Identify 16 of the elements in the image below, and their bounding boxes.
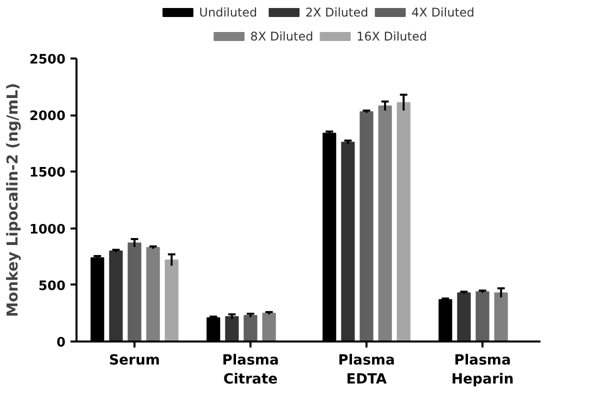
x-tick-label: Plasma Citrate — [222, 352, 279, 388]
x-tick-label: Plasma EDTA — [338, 352, 395, 388]
y-tick-label: 2000 — [29, 109, 66, 124]
x-tick-label: Plasma Heparin — [451, 352, 514, 388]
y-tick-label: 1000 — [29, 222, 66, 238]
x-tick-label: Serum — [108, 352, 160, 368]
y-tick-label: 2500 — [29, 52, 66, 68]
y-tick-label: 500 — [38, 278, 66, 294]
y-axis-title: Monkey Lipocalin-2 (ng/mL) — [3, 82, 22, 318]
legend-label: 8X Diluted — [250, 30, 314, 44]
y-tick-label: 0 — [56, 336, 66, 350]
y-tick-label: 1500 — [29, 166, 66, 181]
legend-label: 2X Diluted — [305, 6, 368, 20]
legend-label: 16X Diluted — [356, 30, 428, 44]
legend-label: 4X Diluted — [412, 6, 474, 20]
legend-label: Undiluted — [199, 6, 258, 20]
